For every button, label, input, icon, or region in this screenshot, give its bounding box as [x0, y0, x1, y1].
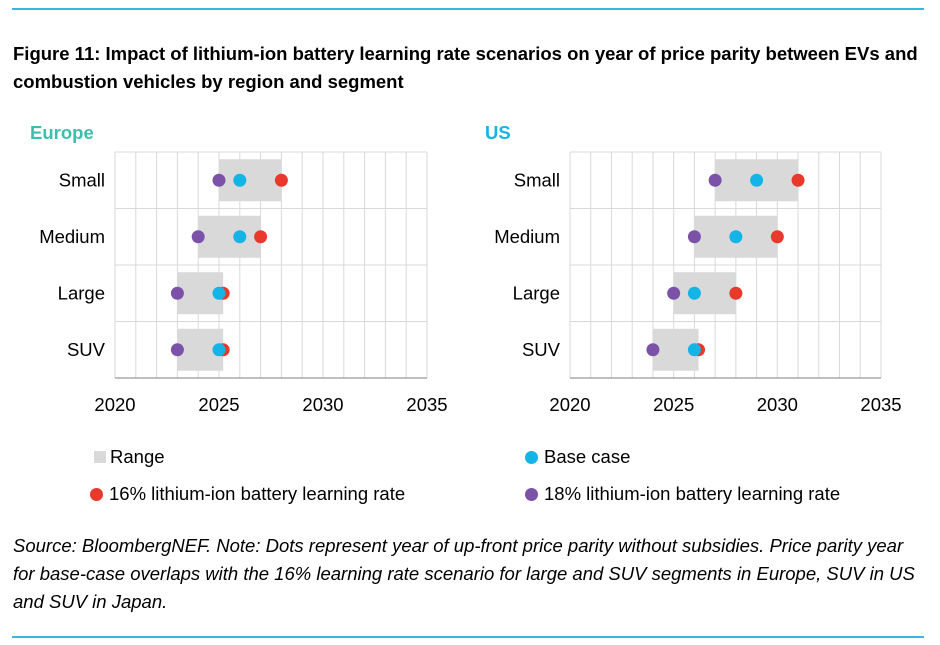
x-tick-label: 2020: [549, 394, 590, 415]
category-label: SUV: [522, 339, 561, 360]
chart-europe: Europe Small Medium Large SUV 2020 2025 2030 203…: [30, 122, 448, 415]
x-tick-label: 2030: [757, 394, 798, 415]
dot-lr18: [191, 230, 205, 244]
legend-range-swatch: [94, 451, 106, 463]
category-label: Small: [59, 169, 105, 190]
legend-lr16: 16% lithium-ion battery learning rate: [90, 483, 405, 505]
dot-lr16: [254, 230, 268, 244]
x-tick-label: 2035: [406, 394, 447, 415]
category-label: Medium: [39, 226, 105, 247]
dot-lr18: [646, 343, 660, 357]
dot-base: [233, 230, 247, 244]
category-label: Medium: [494, 226, 560, 247]
dot-lr16: [274, 173, 288, 187]
range-bar: [673, 272, 736, 315]
dot-base: [687, 343, 701, 357]
category-label: Large: [513, 282, 560, 303]
dot-base: [212, 343, 226, 357]
legend-range: Range: [94, 446, 165, 468]
dot-lr16: [770, 230, 784, 244]
panel-title: Europe: [30, 122, 94, 143]
dot-base: [212, 286, 226, 300]
dot-lr18: [212, 173, 226, 187]
category-label: Small: [514, 169, 560, 190]
dot-base: [233, 173, 247, 187]
chart-us: US Small Medium Large SUV 2020 2025 2030 2035: [485, 122, 902, 415]
range-bar: [219, 159, 282, 202]
x-tick-label: 2030: [302, 394, 343, 415]
bottom-rule: [12, 636, 924, 638]
x-tick-label: 2025: [653, 394, 694, 415]
legend-lr18: 18% lithium-ion battery learning rate: [525, 483, 840, 505]
top-rule: [12, 8, 924, 10]
legend-lr16-swatch: [90, 487, 103, 501]
panel-title: US: [485, 122, 511, 143]
dot-lr18: [708, 173, 722, 187]
dot-base: [729, 230, 743, 244]
category-label: Large: [58, 282, 105, 303]
legend-lr18-label: 18% lithium-ion battery learning rate: [544, 483, 841, 504]
legend-base: Base case: [525, 446, 630, 468]
dot-lr18: [667, 286, 681, 300]
legend-lr16-label: 16% lithium-ion battery learning rate: [109, 483, 406, 504]
dot-base: [687, 286, 701, 300]
dot-lr18: [170, 343, 184, 357]
dot-lr16: [729, 286, 743, 300]
category-label: SUV: [67, 339, 106, 360]
dot-lr18: [170, 286, 184, 300]
charts-canvas: Europe Small Medium Large SUV 2020 2025 2030 203…: [30, 122, 902, 415]
figure-title: Figure 11: Impact of lithium-ion battery…: [13, 43, 918, 92]
source-note: Source: BloombergNEF. Note: Dots represe…: [13, 535, 915, 612]
dot-lr18: [687, 230, 701, 244]
x-tick-label: 2035: [860, 394, 901, 415]
range-bar: [198, 215, 261, 258]
legend-lr18-swatch: [525, 487, 538, 501]
x-tick-label: 2025: [198, 394, 239, 415]
legend-range-label: Range: [110, 446, 165, 467]
legend-base-label: Base case: [544, 446, 631, 467]
legend-base-swatch: [525, 450, 538, 464]
dot-base: [750, 173, 764, 187]
dot-lr16: [791, 173, 805, 187]
x-tick-label: 2020: [94, 394, 135, 415]
